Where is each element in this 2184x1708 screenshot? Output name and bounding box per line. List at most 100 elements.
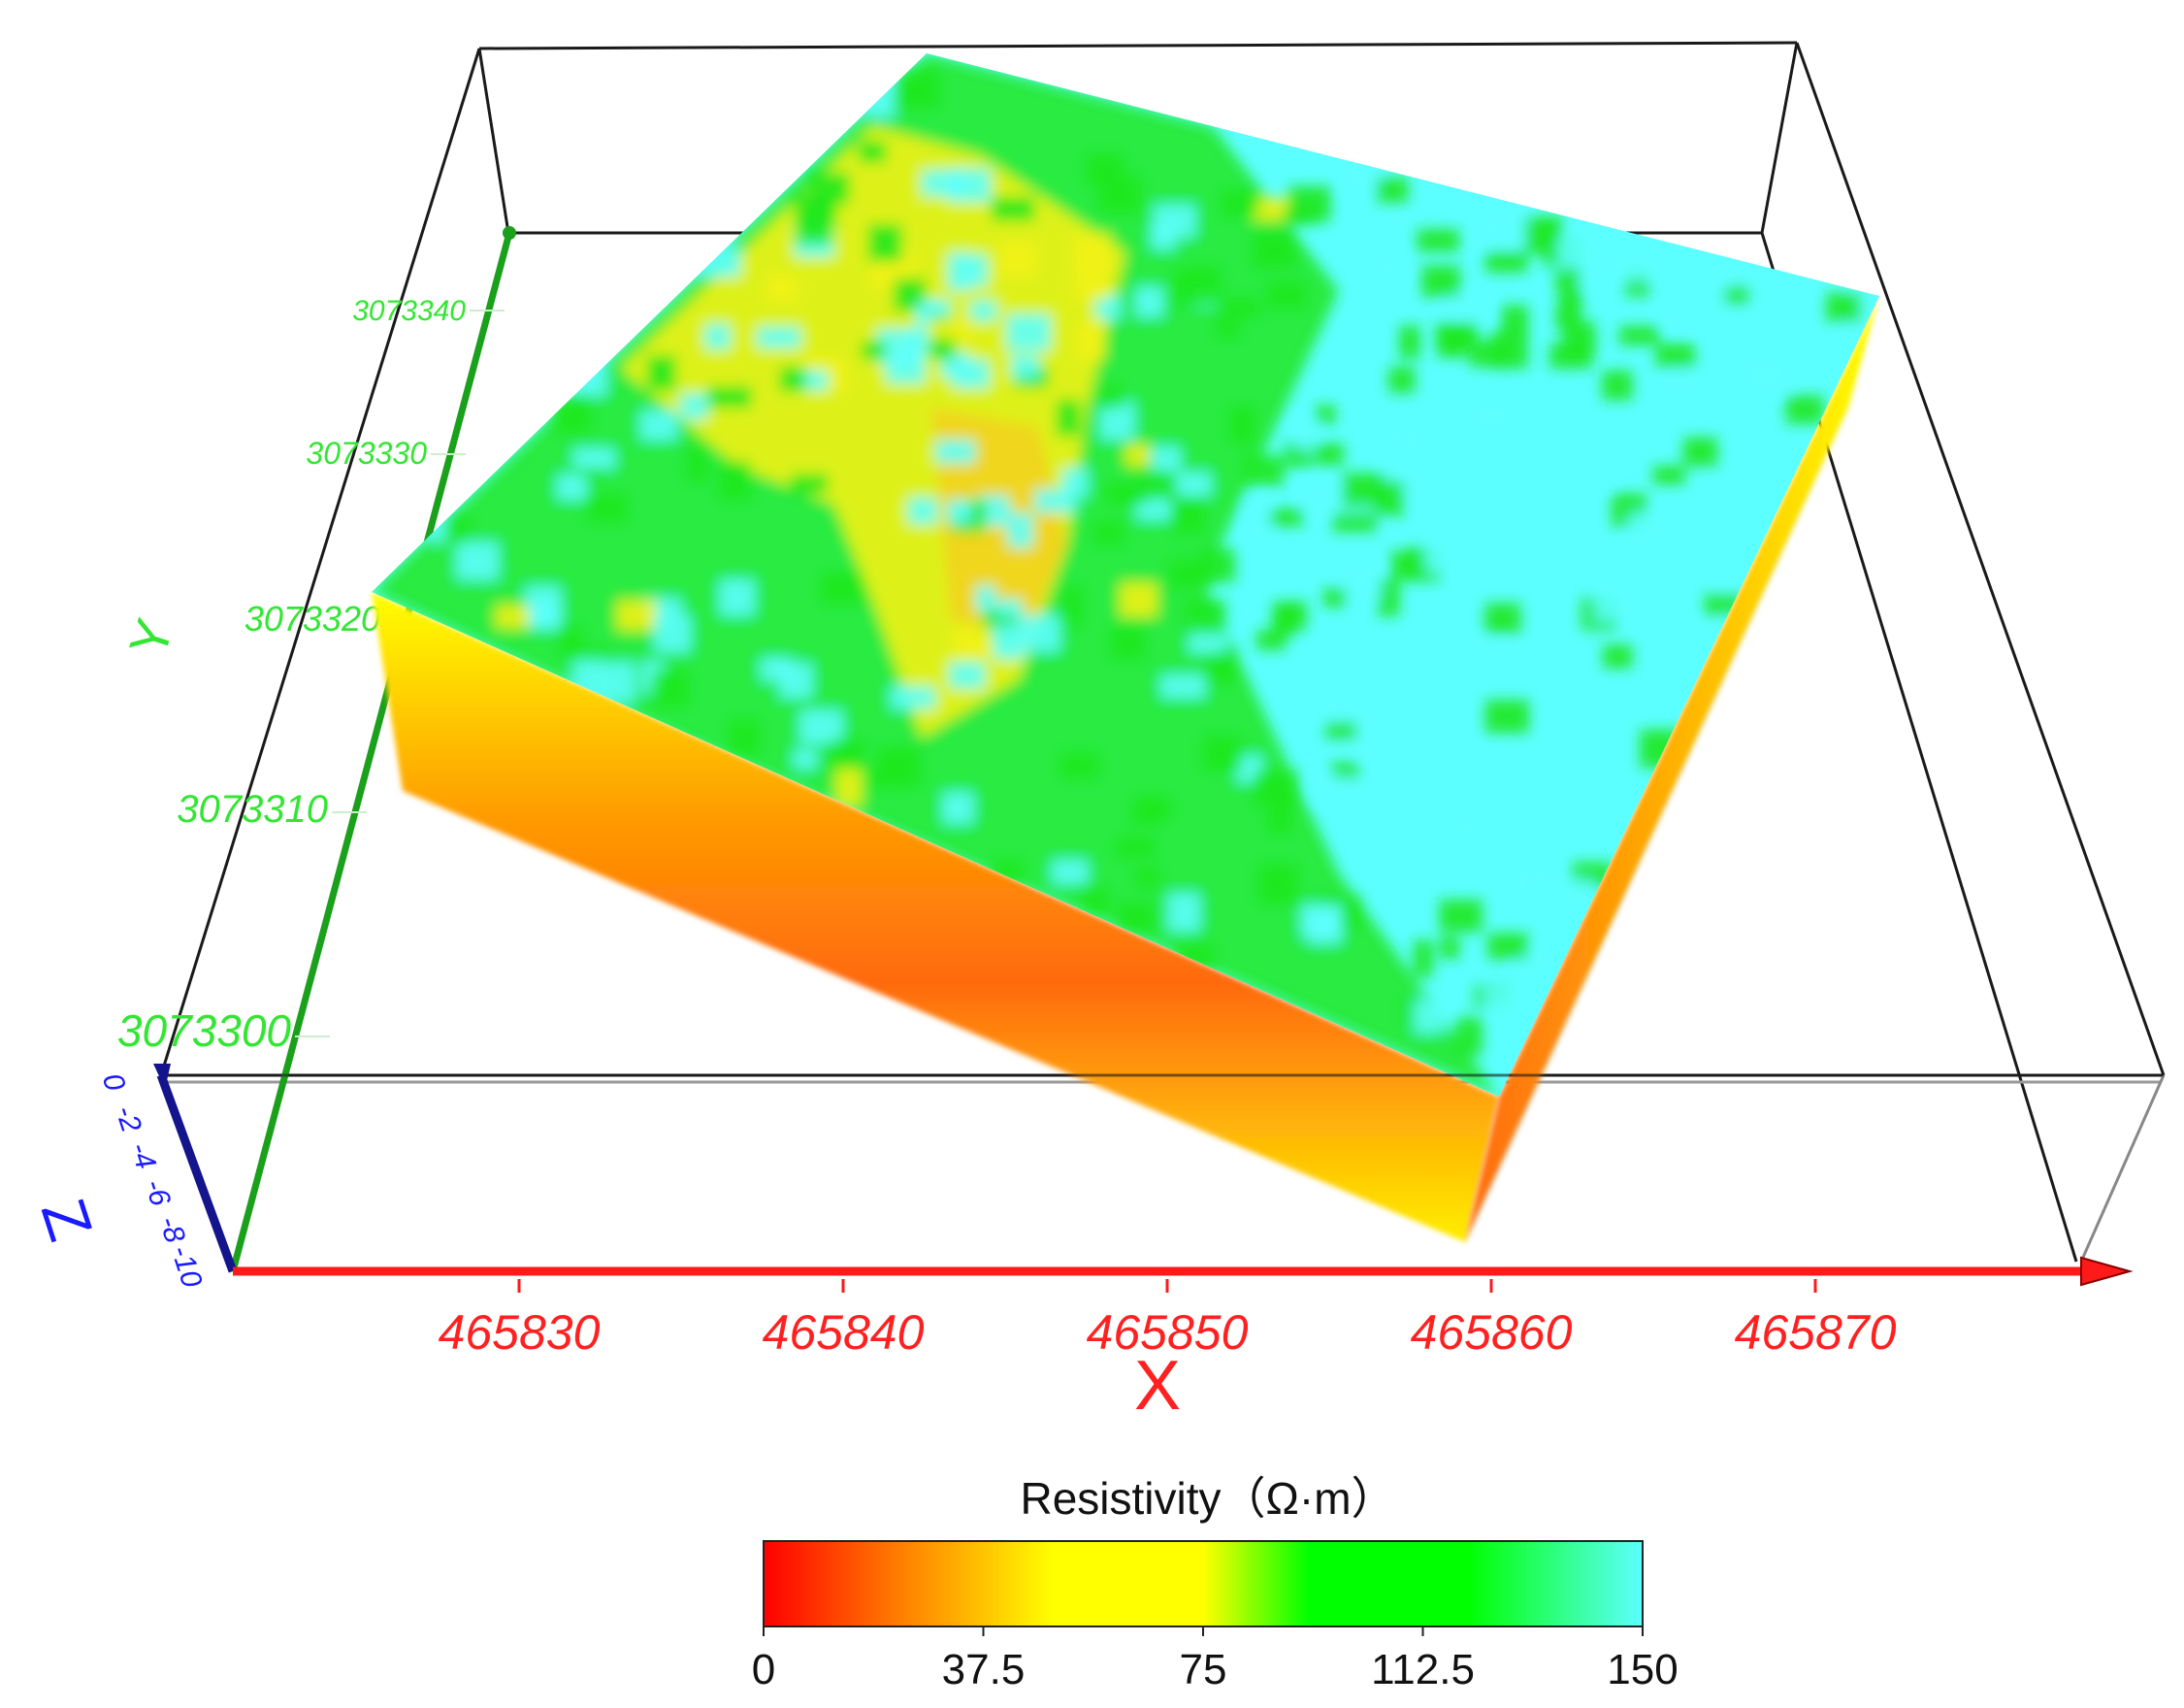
surface-cell xyxy=(1258,865,1297,903)
surface-cell xyxy=(861,341,886,360)
surface-cell xyxy=(867,768,909,787)
surface-cell xyxy=(1501,305,1529,335)
surface-cell xyxy=(1246,455,1285,486)
block-right-face xyxy=(1465,296,1879,1242)
surface-cell xyxy=(1062,586,1083,626)
surface-cell xyxy=(1302,483,1342,512)
surface-cell xyxy=(1136,868,1159,887)
surface-cell xyxy=(1589,465,1610,486)
surface-cell xyxy=(969,300,997,321)
surface-cell xyxy=(1120,582,1157,617)
surface-cell xyxy=(1555,268,1581,293)
x-axis-label: X xyxy=(1134,1347,1181,1425)
surface-cell xyxy=(1439,936,1460,959)
surface-cell xyxy=(1313,777,1353,803)
surface-cell xyxy=(1679,277,1703,300)
colorbar-tick-label: 112.5 xyxy=(1371,1646,1475,1693)
surface-cell xyxy=(1017,614,1059,652)
surface-cell xyxy=(646,355,677,391)
y-tick-label: 3073340 xyxy=(352,295,466,327)
surface-cell xyxy=(1255,771,1299,805)
y-axis-label: Y xyxy=(118,612,184,664)
surface-cell xyxy=(1007,512,1033,548)
colorbar-gradient xyxy=(763,1540,1644,1627)
surface-cell xyxy=(587,494,627,522)
surface-cell xyxy=(1316,405,1336,424)
surface-cell xyxy=(891,686,936,709)
surface-cell xyxy=(1413,939,1433,977)
surface-cell xyxy=(616,600,657,631)
surface-cell xyxy=(654,615,691,652)
x-tick-label: 465850 xyxy=(1087,1305,1249,1360)
surface-cell xyxy=(1099,176,1140,214)
surface-cell xyxy=(835,769,863,806)
surface-cell xyxy=(1117,838,1154,858)
surface-cell xyxy=(1724,285,1749,305)
surface-cell xyxy=(921,170,964,197)
surface-cell xyxy=(999,241,1037,278)
surface-cell xyxy=(1439,899,1483,933)
surface-cell xyxy=(1230,407,1255,443)
y-tick-label: 3073310 xyxy=(177,788,328,831)
surface-cell xyxy=(1559,291,1582,312)
surface-cell xyxy=(1785,395,1824,424)
surface-cell xyxy=(868,83,895,118)
surface-cell xyxy=(1052,860,1088,884)
x-tick-label: 465840 xyxy=(763,1305,925,1360)
y-tick-label: 3073300 xyxy=(117,1005,291,1056)
surface-cell xyxy=(1169,560,1214,588)
y-tick-label: 3073320 xyxy=(244,599,380,639)
surface-cell xyxy=(1655,343,1695,368)
surface-cell xyxy=(651,671,688,706)
surface-cell xyxy=(953,627,992,659)
surface-cell xyxy=(1628,512,1670,537)
surface-cell xyxy=(947,500,972,524)
surface-cell xyxy=(1060,753,1098,778)
surface-cell xyxy=(1293,421,1318,449)
surface-cell xyxy=(1284,206,1317,225)
z-tick-label: -6 xyxy=(138,1175,177,1210)
surface-cell xyxy=(707,385,752,409)
surface-cell xyxy=(1594,581,1621,621)
surface-cell xyxy=(1077,322,1105,360)
surface-cell xyxy=(573,448,615,469)
surface-cell xyxy=(1376,178,1409,203)
surface-cell xyxy=(1073,233,1112,269)
surface-cell xyxy=(779,664,812,698)
surface-cell xyxy=(1698,257,1728,289)
surface-cell xyxy=(858,141,887,163)
surface-cell xyxy=(1414,1000,1443,1033)
surface-cell xyxy=(1445,296,1485,319)
surface-cell xyxy=(1491,330,1528,369)
surface-cell xyxy=(1332,512,1378,533)
surface-cell xyxy=(1186,267,1221,305)
surface-cell xyxy=(1482,214,1526,248)
surface-cell xyxy=(1314,443,1345,466)
surface-cell xyxy=(790,474,829,494)
surface-cell xyxy=(1061,468,1088,497)
surface-cell xyxy=(1203,737,1242,771)
surface-cell xyxy=(1417,229,1460,252)
surface-cell xyxy=(578,368,606,396)
y-axis: 3073300 3073310 3073320 3073330 3073340 Y xyxy=(117,226,516,1272)
surface-cell xyxy=(1508,480,1529,502)
surface-cell xyxy=(928,319,971,340)
surface-cell xyxy=(1095,295,1121,319)
colorbar-tick-label: 37.5 xyxy=(942,1646,1026,1693)
x-axis: 465830 465840 465850 465860 465870 X xyxy=(233,1256,2134,1425)
surface-cell xyxy=(1168,893,1200,932)
surface-cell xyxy=(1826,292,1862,323)
surface-cell xyxy=(1383,424,1424,454)
z-tick-label: -8 xyxy=(152,1212,191,1247)
surface-cell xyxy=(1668,370,1691,399)
surface-cell xyxy=(821,573,864,604)
surface-cell xyxy=(1152,446,1181,476)
surface-cell xyxy=(1484,700,1529,734)
surface-cell xyxy=(701,248,740,277)
z-axis: 0 -2-4-6-8-10 Z xyxy=(28,1064,238,1292)
surface-cell xyxy=(1421,265,1460,298)
surface-cell xyxy=(1424,546,1447,573)
block-front-face xyxy=(372,592,1499,1242)
y-tick-label: 3073330 xyxy=(306,436,427,471)
z-axis-label: Z xyxy=(28,1191,107,1248)
